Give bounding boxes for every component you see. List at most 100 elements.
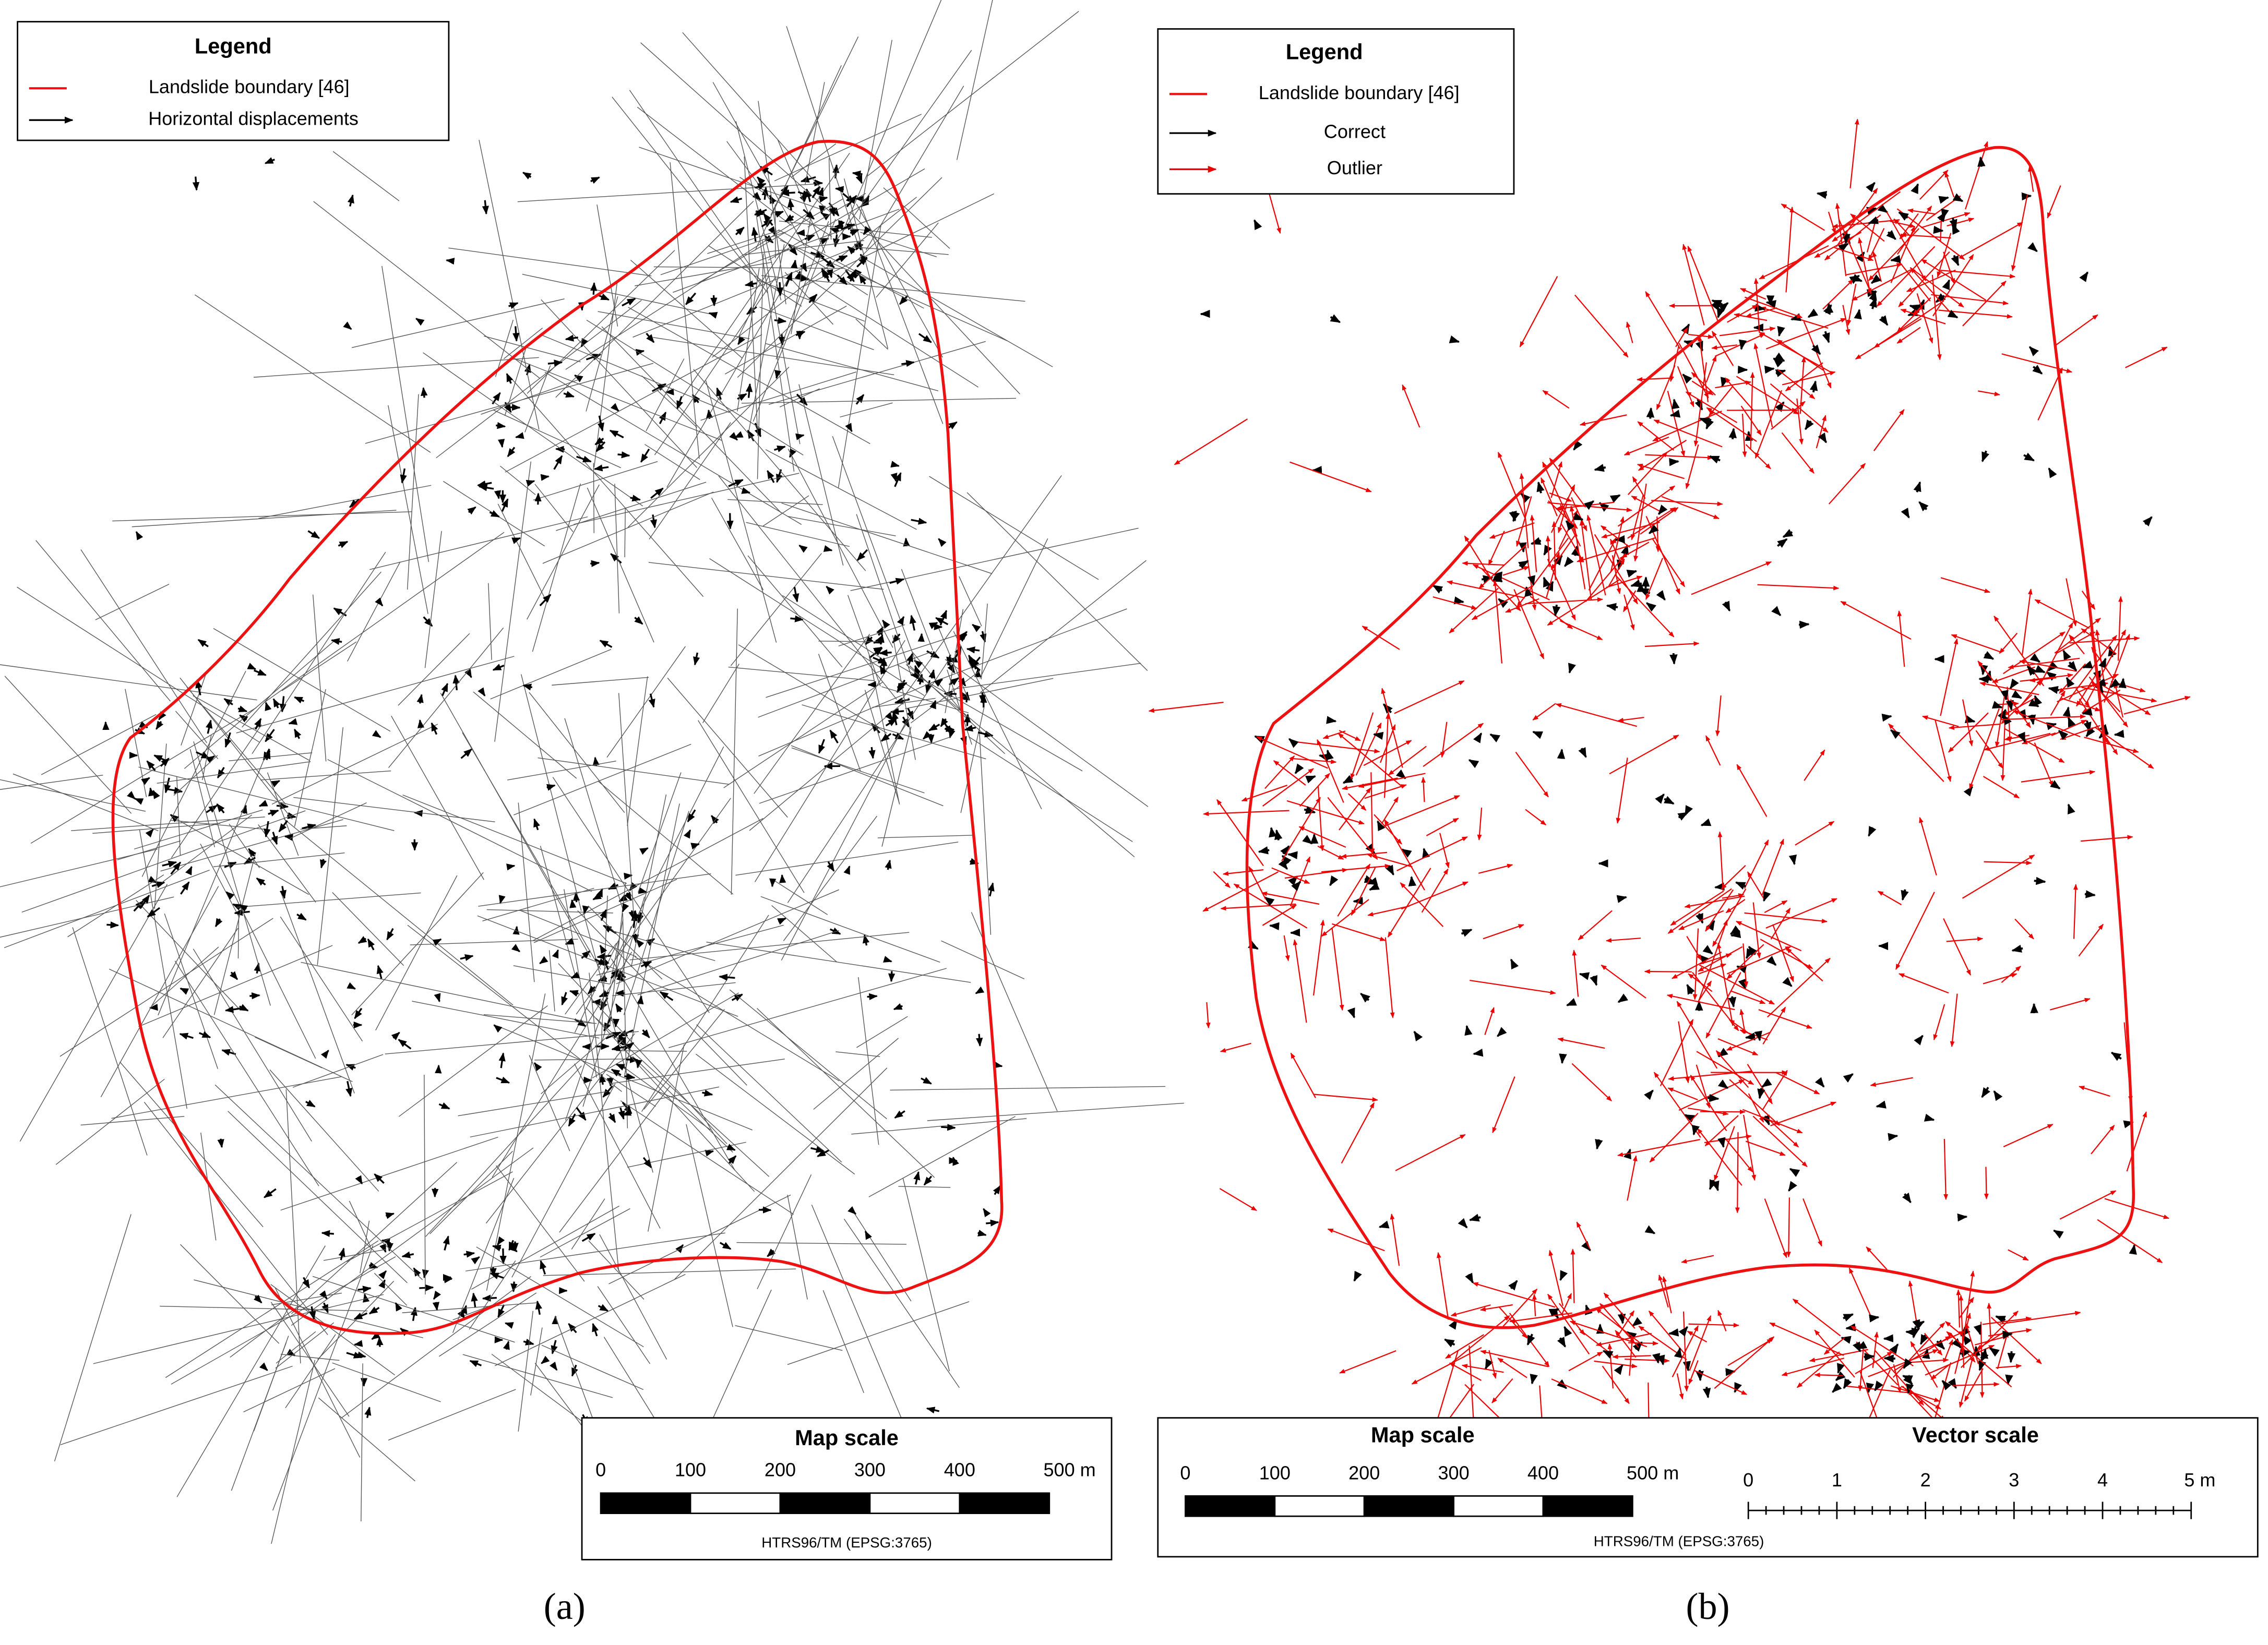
displacement-vector	[239, 714, 248, 723]
displacement-vector	[1657, 505, 1668, 515]
displacement-vector	[855, 246, 949, 255]
displacement-vector	[529, 1055, 570, 1151]
displacement-vector	[1578, 747, 1587, 758]
displacement-vector	[1445, 1334, 1484, 1359]
displacement-vector	[673, 209, 900, 293]
displacement-vector	[151, 881, 165, 888]
displacement-vector	[368, 1306, 380, 1315]
landslide-boundary	[1245, 146, 2135, 1329]
displacement-vector	[1294, 763, 1304, 774]
displacement-vector	[1712, 888, 1747, 947]
displacement-vector	[873, 656, 887, 664]
displacement-vector	[624, 803, 680, 1075]
displacement-vector	[897, 682, 908, 690]
displacement-vector	[1543, 577, 1551, 588]
displacement-vector	[864, 258, 1053, 367]
displacement-vector	[634, 616, 643, 625]
displacement-vector	[1881, 713, 1892, 722]
displacement-vector	[499, 1248, 507, 1265]
displacement-vector	[1469, 1345, 1476, 1423]
displacement-vector	[1682, 1311, 1689, 1392]
displacement-vector	[774, 369, 782, 379]
displacement-vector	[1360, 992, 1370, 1003]
displacement-vector	[1744, 912, 1828, 923]
displacement-vector	[1525, 546, 1537, 611]
displacement-vector	[659, 411, 667, 424]
displacement-vector	[284, 819, 514, 1006]
displacement-vector	[804, 234, 815, 242]
displacement-vector	[889, 578, 905, 585]
displacement-vector	[80, 1116, 185, 1126]
displacement-vector	[497, 439, 505, 448]
displacement-vector	[1993, 1090, 2003, 1101]
displacement-vector	[347, 561, 401, 662]
displacement-vector	[1390, 1213, 1400, 1266]
displacement-vector	[2011, 194, 2028, 271]
displacement-vector	[737, 335, 746, 345]
displacement-vector	[1727, 304, 1758, 323]
displacement-vector	[608, 1113, 616, 1123]
displacement-vector	[1982, 1316, 2032, 1325]
displacement-vector	[2081, 628, 2117, 655]
displacement-vector	[977, 1229, 987, 1236]
displacement-vector	[148, 787, 156, 797]
displacement-vector	[863, 226, 872, 235]
displacement-vector	[1542, 390, 1570, 409]
displacement-vector	[1274, 829, 1283, 840]
displacement-vector	[2061, 698, 2101, 712]
displacement-vector	[1714, 1336, 1775, 1389]
displacement-vector	[1877, 203, 1889, 213]
displacement-vector	[817, 187, 824, 197]
displacement-vector	[1788, 1181, 1797, 1192]
displacement-vector	[1914, 1035, 1924, 1046]
displacement-vector	[144, 1101, 328, 1335]
displacement-vector	[1947, 309, 1959, 319]
displacement-vector	[736, 1242, 907, 1245]
displacement-vector	[2082, 707, 2093, 716]
displacement-vector	[139, 830, 187, 1109]
displacement-vector	[482, 1294, 497, 1302]
displacement-vector	[1627, 1155, 1638, 1201]
displacement-vector	[611, 1068, 622, 1077]
displacement-vector	[1682, 374, 1692, 384]
displacement-vector	[553, 455, 563, 470]
displacement-vector	[834, 186, 844, 193]
displacement-vector	[1574, 294, 1629, 358]
displacement-vector	[597, 415, 604, 432]
displacement-vector	[1696, 912, 1704, 924]
displacement-vector	[1983, 776, 2020, 799]
displacement-vector	[1789, 1168, 1800, 1177]
displacement-vector	[859, 40, 892, 220]
displacement-vector	[976, 1034, 983, 1047]
displacement-vector	[1262, 768, 1314, 807]
displacement-vector	[1469, 1214, 1481, 1222]
displacement-vector	[649, 422, 731, 539]
displacement-vector	[0, 896, 174, 938]
displacement-vector	[1497, 451, 1526, 520]
displacement-vector	[1401, 881, 1469, 910]
displacement-vector	[837, 274, 847, 285]
displacement-vector	[1956, 1289, 1961, 1328]
displacement-vector	[858, 274, 867, 285]
displacement-vector	[1644, 1089, 1654, 1100]
displacement-vector	[1676, 1001, 1718, 1069]
displacement-vector	[1846, 283, 1857, 326]
displacement-vector	[1742, 1114, 1757, 1181]
displacement-vector	[1566, 998, 1577, 1006]
displacement-vector	[693, 369, 866, 571]
displacement-vector	[452, 1178, 515, 1333]
displacement-vector	[711, 497, 764, 591]
displacement-vector	[1590, 975, 1598, 986]
displacement-vector	[897, 664, 1083, 772]
scale-tick-label: 400	[1527, 1462, 1559, 1483]
displacement-vector	[1674, 1347, 1682, 1359]
displacement-vector	[1338, 733, 1403, 787]
scale-tick-label: 300	[854, 1459, 886, 1481]
displacement-vector	[700, 371, 857, 421]
scale-tick-label: 300	[1438, 1462, 1469, 1483]
displacement-vector	[1304, 806, 1316, 814]
displacement-vector	[353, 1340, 363, 1347]
displacement-vector	[407, 394, 419, 590]
displacement-vector	[1461, 929, 1473, 937]
displacement-vector	[1436, 1252, 1449, 1320]
